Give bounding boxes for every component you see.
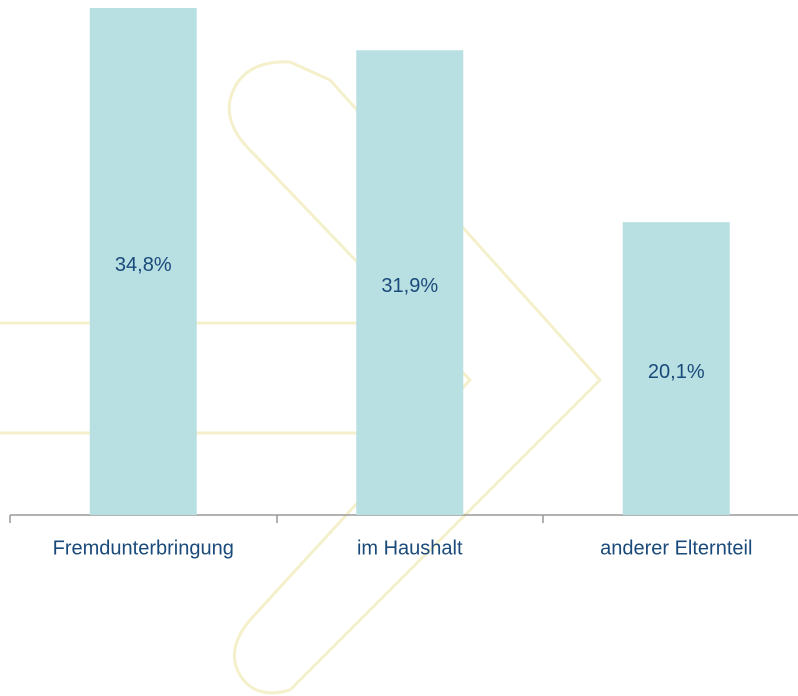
x-tick-label: anderer Elternteil	[600, 537, 752, 559]
value-label: 20,1%	[648, 361, 705, 383]
x-tick-label: im Haushalt	[357, 537, 463, 559]
bar	[356, 50, 464, 515]
value-label: 31,9%	[381, 275, 438, 297]
bar	[622, 222, 730, 515]
value-label: 34,8%	[115, 254, 172, 276]
x-tick-label: Fremdunterbringung	[53, 537, 234, 559]
bar	[89, 8, 197, 515]
